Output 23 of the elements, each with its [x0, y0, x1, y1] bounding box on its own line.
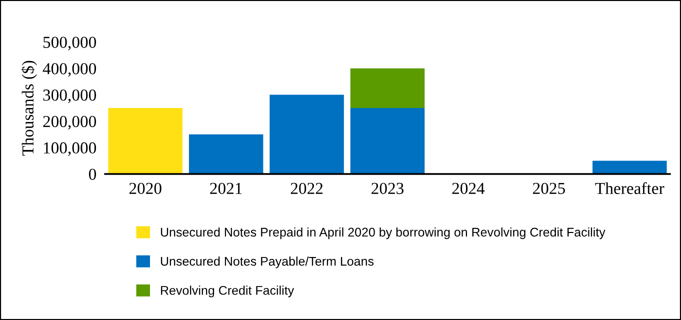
bar	[592, 160, 667, 174]
y-tick-label: 200,000	[43, 116, 96, 130]
y-tick-label: 100,000	[44, 142, 96, 156]
bar	[350, 108, 425, 174]
y-tick-label: 500,000	[43, 36, 96, 50]
x-tick-label: Thereafter	[595, 182, 664, 194]
x-tick-label: 2020	[129, 182, 162, 194]
legend-label: Revolving Credit Facility	[161, 286, 294, 298]
x-tick-label: 2022	[290, 182, 323, 194]
y-tick-label: 0	[88, 168, 96, 180]
bar	[108, 108, 182, 174]
x-tick-label: 2023	[372, 182, 404, 194]
bar	[350, 68, 425, 108]
y-tick-label: 400,000	[42, 63, 96, 77]
x-tick-label: 2025	[532, 182, 565, 194]
bar	[188, 134, 264, 174]
x-tick-label: 2024	[452, 182, 485, 194]
legend-label: Unsecured Notes Prepaid in April 2020 by borrowing on Revolving Credit Facility	[160, 227, 606, 240]
y-axis-title: Thousands ($)	[21, 60, 37, 156]
y-tick-label: 300,000	[43, 90, 96, 104]
x-tick-label: 2021	[210, 182, 242, 194]
bar	[270, 94, 344, 174]
legend-label: Unsecured Notes Payable/Term Loans	[160, 256, 374, 268]
